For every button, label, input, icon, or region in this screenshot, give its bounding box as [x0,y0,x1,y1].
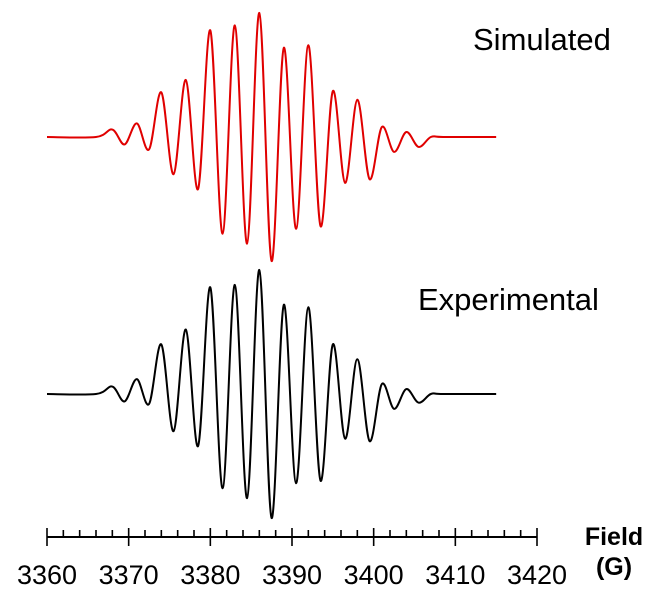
x-tick-label: 3420 [506,560,568,590]
x-tick-label: 3390 [261,560,323,590]
x-axis [46,528,538,546]
series-label-simulated: Simulated [473,22,611,57]
x-tick-label: 3370 [98,560,159,590]
series-label-experimental: Experimental [418,282,599,317]
x-tick-label: 3410 [425,560,486,590]
x-axis-label: Field (G) [577,522,651,582]
series-line-simulated [46,11,497,263]
x-axis-title: Field [584,523,644,551]
x-tick-label: 3380 [180,560,241,590]
series-line-experimental [46,268,497,520]
x-tick-label: 3400 [343,560,404,590]
x-axis-unit: (G) [595,553,633,581]
series-layer [46,11,497,520]
x-tick-label: 3360 [16,560,78,590]
